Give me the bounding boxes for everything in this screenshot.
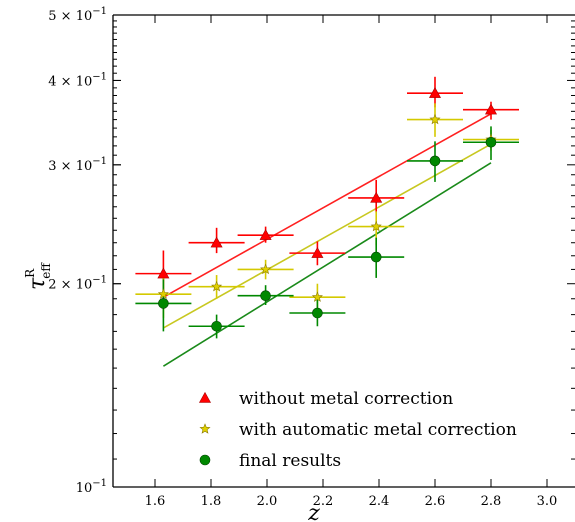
legend-label-series-3: final results [239,451,341,471]
data-point-series-1 [157,267,170,279]
x-tick-label: 2.2 [313,494,334,509]
data-point-series-2 [211,280,223,292]
axes: 1.6 1.8 2.0 2.2 2.4 2.6 2.8 3.0 10−1 2 × 10−1 3 × … [48,6,575,509]
x-tick-label: 1.8 [201,494,222,509]
data-point-series-3 [429,155,441,167]
data-markers [157,87,498,332]
y-tick-label: 2 × 10−1 [48,275,107,293]
data-point-series-1 [370,191,383,203]
data-point-series-1 [311,246,324,258]
x-tick-label: 2.4 [369,494,390,509]
data-point-series-3 [211,320,222,332]
x-tick-label: 2.8 [481,494,502,509]
data-point-series-1 [259,229,272,240]
legend-marker-series-1 [198,391,212,403]
y-tick-label: 4 × 10−1 [48,71,107,89]
data-point-series-1 [210,236,223,248]
fit-line-series-3 [162,162,492,367]
fit-line-series-1 [163,113,492,298]
data-point-series-3 [485,136,497,148]
data-point-series-1 [428,87,442,98]
legend-label-series-1: without metal correction [239,389,453,409]
data-point-series-3 [370,251,382,263]
y-tick-label: 5 × 10−1 [48,6,107,24]
y-axis-label: τR eff [23,262,53,290]
x-tick-label: 2.0 [257,494,278,509]
legend-label-series-2: with automatic metal correction [239,420,517,440]
error-bars [135,76,519,339]
data-point-series-2 [260,263,272,275]
fit-lines [162,113,492,367]
axis-labels: z τR eff [23,262,320,522]
plot-frame [112,14,575,488]
data-point-series-2 [370,220,382,232]
legend-marker-series-2 [199,423,211,434]
data-point-series-1 [484,103,498,115]
data-point-series-2 [157,288,169,299]
data-point-series-3 [260,290,271,301]
data-point-series-2 [311,291,323,302]
data-point-series-3 [158,298,169,309]
fit-line-series-2 [163,143,492,329]
x-tick-label: 1.6 [145,494,166,509]
x-tick-label: 2.6 [425,494,446,509]
data-point-series-2 [429,113,441,125]
x-tick-label: 3.0 [537,494,558,509]
y-tick-label: 3 × 10−1 [48,156,107,174]
x-axis-label: z [307,501,320,522]
y-tick-label: 10−1 [76,478,107,496]
legend-marker-series-3 [199,454,211,466]
data-point-series-3 [312,307,323,319]
legend: without metal correction with automatic m… [198,389,517,471]
